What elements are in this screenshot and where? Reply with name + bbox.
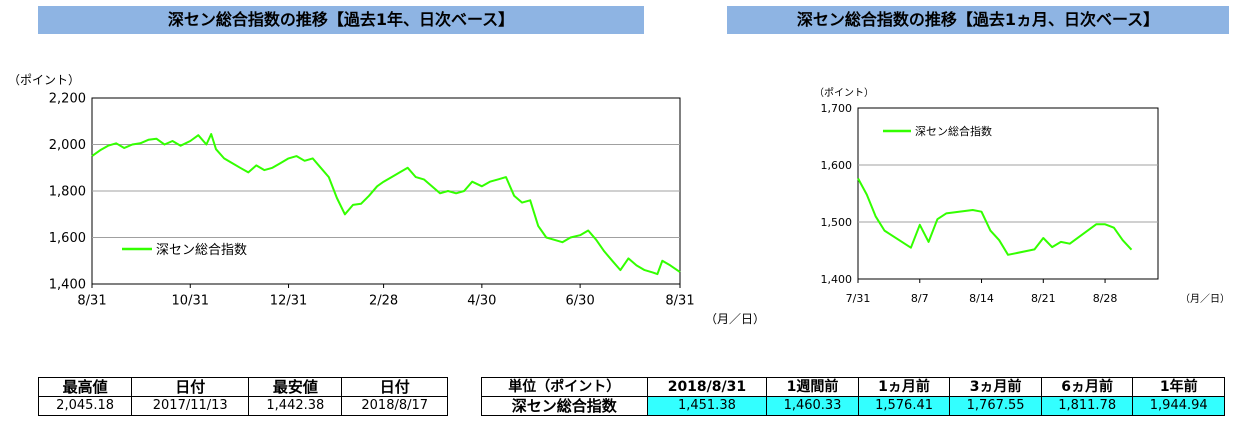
- header-1y: 1年前: [1132, 377, 1225, 397]
- comparison-table: 単位（ポイント） 2018/8/31 1週間前 1ヵ月前 3ヵ月前 6ヵ月前 1…: [481, 377, 1225, 416]
- header-1m: 1ヵ月前: [857, 377, 951, 397]
- value-3m: 1,767.55: [949, 396, 1042, 416]
- series-line-1-0: [857, 177, 1133, 256]
- y-tick-label-1-2: 1,600: [821, 159, 853, 172]
- x-tick-label-0-6: 8/31: [665, 294, 694, 309]
- value-6m: 1,811.78: [1040, 396, 1134, 416]
- y-axis-label-0: （ポイント）: [8, 73, 80, 87]
- legend-label-1: 深セン総合指数: [915, 124, 992, 138]
- y-tick-label-1-3: 1,700: [821, 102, 853, 115]
- value-high: 2,045.18: [37, 396, 133, 416]
- x-tick-label-1-4: 8/28: [1093, 292, 1118, 305]
- y-tick-label-0-2: 1,800: [49, 185, 86, 200]
- plot-area-1: [857, 107, 1159, 280]
- x-tick-label-1-0: 7/31: [846, 292, 871, 305]
- y-tick-label-1-0: 1,400: [821, 273, 853, 286]
- value-low-date: 2018/8/17: [341, 396, 448, 416]
- x-axis-label-0: （月／日）: [705, 312, 765, 326]
- y-axis-label-1: （ポイント）: [814, 87, 874, 99]
- y-tick-label-0-4: 2,200: [49, 92, 86, 107]
- y-tick-label-0-3: 2,000: [49, 138, 86, 153]
- x-tick-label-0-0: 8/31: [77, 294, 106, 309]
- chart-title-year: 深セン総合指数の推移【過去1年、日次ベース】: [38, 6, 644, 34]
- header-low: 最安値: [248, 377, 343, 397]
- value-1y: 1,944.94: [1132, 396, 1225, 416]
- x-tick-label-0-4: 4/30: [467, 294, 496, 309]
- y-tick-label-1-1: 1,500: [821, 216, 853, 229]
- header-3m: 3ヵ月前: [949, 377, 1042, 397]
- header-current: 2018/8/31: [646, 377, 768, 397]
- header-unit: 単位（ポイント）: [481, 377, 648, 397]
- header-1w: 1週間前: [766, 377, 859, 397]
- x-axis-label-1: （月／日）: [1180, 293, 1230, 305]
- value-1w: 1,460.33: [766, 396, 859, 416]
- value-current: 1,451.38: [646, 396, 768, 416]
- header-6m: 6ヵ月前: [1040, 377, 1134, 397]
- y-tick-label-0-0: 1,400: [49, 278, 86, 293]
- y-tick-label-0-1: 1,600: [49, 231, 86, 246]
- value-low: 1,442.38: [248, 396, 343, 416]
- chart-title-month: 深セン総合指数の推移【過去1ヵ月、日次ベース】: [727, 6, 1229, 34]
- x-tick-label-0-1: 10/31: [172, 294, 209, 309]
- header-high: 最高値: [37, 377, 133, 397]
- x-tick-label-1-3: 8/21: [1031, 292, 1056, 305]
- value-high-date: 2017/11/13: [131, 396, 250, 416]
- x-tick-label-1-1: 8/7: [911, 292, 929, 305]
- x-tick-label-0-3: 2/28: [369, 294, 398, 309]
- header-high-date: 日付: [131, 377, 250, 397]
- header-low-date: 日付: [341, 377, 448, 397]
- legend-label-0: 深セン総合指数: [156, 243, 247, 258]
- x-tick-label-1-2: 8/14: [969, 292, 994, 305]
- extremes-table: 最高値 日付 最安値 日付 2,045.18 2017/11/13 1,442.…: [37, 377, 448, 416]
- value-1m: 1,576.41: [857, 396, 951, 416]
- row-label: 深セン総合指数: [481, 396, 648, 416]
- x-tick-label-0-2: 12/31: [270, 294, 307, 309]
- x-tick-label-0-5: 6/30: [566, 294, 595, 309]
